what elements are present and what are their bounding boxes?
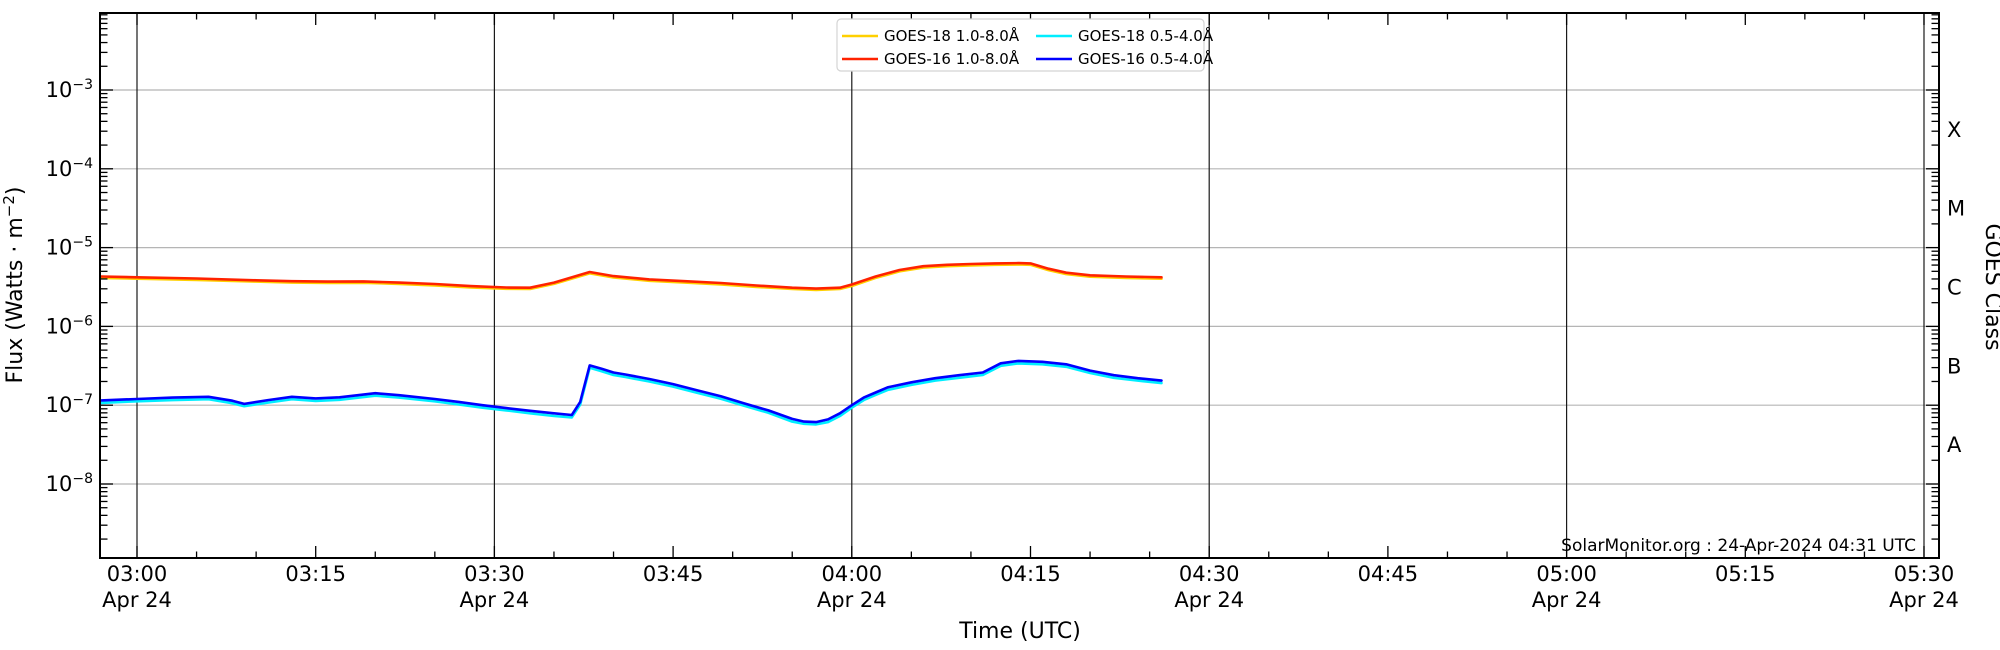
legend-item: GOES-16 1.0-8.0Å bbox=[842, 49, 1020, 68]
y-tick-label: 10−5 bbox=[46, 235, 93, 260]
yaxis-title: Flux (Watts · m−2) bbox=[0, 187, 28, 384]
legend-label: GOES-18 0.5-4.0Å bbox=[1078, 26, 1214, 45]
legend-item: GOES-18 0.5-4.0Å bbox=[1036, 26, 1214, 45]
series-goes-18-0.5-4.0- bbox=[100, 362, 1163, 426]
goes-class-label: C bbox=[1947, 276, 1962, 300]
legend-item: GOES-16 0.5-4.0Å bbox=[1036, 49, 1214, 68]
series-goes-18-1.0-8.0- bbox=[100, 263, 1163, 292]
x-tick-label: 05:15 bbox=[1715, 562, 1776, 586]
y-tick-label: 10−4 bbox=[46, 156, 93, 181]
x-tick-label: 05:00 bbox=[1536, 562, 1597, 586]
x-tick-label: 04:45 bbox=[1358, 562, 1419, 586]
y-tick-label: 10−7 bbox=[46, 392, 93, 417]
goes-class-label: M bbox=[1947, 197, 1965, 221]
series-group bbox=[100, 261, 1163, 426]
xaxis-title: Time (UTC) bbox=[958, 619, 1081, 644]
y-tick-label: 10−3 bbox=[46, 77, 93, 102]
plot-border bbox=[99, 12, 1940, 559]
watermark-annotation: SolarMonitor.org : 24-Apr-2024 04:31 UTC bbox=[1561, 536, 1916, 556]
x-tick-date: Apr 24 bbox=[817, 588, 887, 612]
legend-label: GOES-16 1.0-8.0Å bbox=[884, 49, 1020, 68]
vertical-gridlines bbox=[136, 13, 1925, 558]
x-tick-date: Apr 24 bbox=[460, 588, 530, 612]
legend-box bbox=[836, 18, 1205, 72]
x-tick-label: 03:00 bbox=[107, 562, 168, 586]
x-tick-label: 04:00 bbox=[822, 562, 883, 586]
x-tick-label: 04:15 bbox=[1000, 562, 1061, 586]
x-tick-label: 03:45 bbox=[643, 562, 704, 586]
legend-item: GOES-18 1.0-8.0Å bbox=[842, 26, 1020, 45]
x-tick-date: Apr 24 bbox=[102, 588, 172, 612]
right-axis-title: GOES Class bbox=[1980, 223, 2000, 350]
legend: GOES-18 1.0-8.0Å GOES-16 1.0-8.0Å GOES-18 … bbox=[836, 18, 1214, 72]
x-tick-label: 03:30 bbox=[464, 562, 525, 586]
y-tick-label: 10−6 bbox=[46, 313, 93, 338]
x-tick-date: Apr 24 bbox=[1532, 588, 1602, 612]
x-tick-label: 04:30 bbox=[1179, 562, 1240, 586]
horizontal-gridlines bbox=[100, 89, 1939, 485]
goes-class-label: B bbox=[1947, 354, 1961, 378]
legend-label: GOES-18 1.0-8.0Å bbox=[884, 26, 1020, 45]
x-tick-label: 05:30 bbox=[1894, 562, 1955, 586]
legend-label: GOES-16 0.5-4.0Å bbox=[1078, 49, 1214, 68]
axis-ticks bbox=[100, 13, 1939, 558]
y-tick-label: 10−8 bbox=[46, 471, 93, 496]
series-goes-16-0.5-4.0- bbox=[100, 359, 1163, 424]
x-tick-label: 03:15 bbox=[285, 562, 346, 586]
goes-class-label: X bbox=[1947, 118, 1961, 142]
goes-class-label: A bbox=[1947, 433, 1962, 457]
x-tick-date: Apr 24 bbox=[1889, 588, 1959, 612]
x-tick-date: Apr 24 bbox=[1174, 588, 1244, 612]
series-goes-16-1.0-8.0- bbox=[100, 261, 1163, 290]
